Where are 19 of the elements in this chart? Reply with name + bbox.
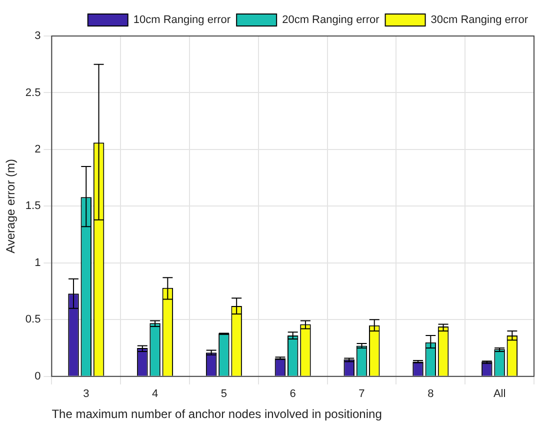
x-axis-title: The maximum number of anchor nodes involved in positioning [52, 407, 382, 422]
x-tick-label: 4 [152, 388, 158, 400]
x-tick-label: 6 [290, 388, 296, 400]
y-tick-label: 2.5 [25, 86, 41, 99]
y-tick-label: 1.5 [25, 200, 41, 212]
x-tick-label: 5 [220, 388, 228, 400]
y-tick-label: 2 [34, 144, 41, 156]
y-axis-title: Average error (m) [4, 158, 18, 254]
legend-label: 10cm Ranging error [133, 14, 231, 26]
legend-label: 30cm Ranging error [430, 14, 528, 26]
y-tick-label: 0 [34, 370, 41, 382]
x-tick-label: 3 [83, 388, 90, 400]
x-tick-label: 7 [358, 388, 365, 400]
x-tick-label: All [493, 388, 506, 400]
x-tick-label: 8 [428, 388, 434, 400]
y-tick-label: 0.5 [25, 314, 41, 326]
y-tick-label: 1 [34, 256, 41, 269]
legend-label: 20cm Ranging error [282, 14, 380, 26]
y-tick-label: 3 [34, 30, 41, 42]
